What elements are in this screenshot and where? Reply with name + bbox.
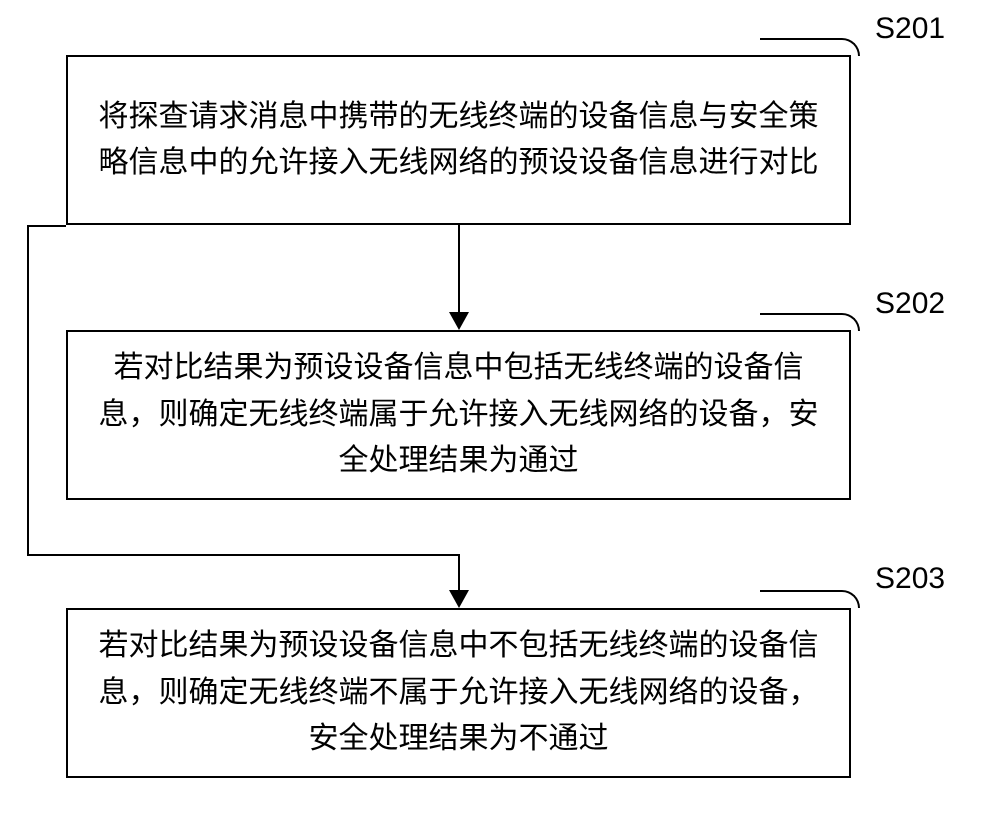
arrow-1-to-3-seg-a [27, 225, 66, 227]
arrow-1-to-3-seg-left-v [27, 225, 29, 554]
flow-step-2-text: 若对比结果为预设设备信息中包括无线终端的设备信息，则确定无线终端属于允许接入无线… [88, 345, 829, 485]
arrow-1-to-2-head [449, 312, 469, 330]
arrow-1-to-2-line [458, 225, 460, 312]
arrow-1-to-3-head [449, 590, 469, 608]
leader-line-3 [760, 590, 860, 608]
flow-step-3-text: 若对比结果为预设设备信息中不包括无线终端的设备信息，则确定无线终端不属于允许接入… [88, 623, 829, 763]
flow-step-2: 若对比结果为预设设备信息中包括无线终端的设备信息，则确定无线终端属于允许接入无线… [66, 330, 851, 500]
step-label-s201: S201 [875, 12, 945, 46]
step-label-s202: S202 [875, 287, 945, 321]
arrow-1-to-3-seg-bottom-h [27, 554, 459, 556]
step-label-s203: S203 [875, 562, 945, 596]
leader-line-2 [760, 313, 860, 331]
arrow-1-to-3-seg-center-v [458, 554, 460, 590]
leader-line-1 [760, 38, 860, 56]
flow-step-1: 将探查请求消息中携带的无线终端的设备信息与安全策略信息中的允许接入无线网络的预设… [66, 55, 851, 225]
flow-step-3: 若对比结果为预设设备信息中不包括无线终端的设备信息，则确定无线终端不属于允许接入… [66, 608, 851, 778]
flow-step-1-text: 将探查请求消息中携带的无线终端的设备信息与安全策略信息中的允许接入无线网络的预设… [88, 94, 829, 187]
